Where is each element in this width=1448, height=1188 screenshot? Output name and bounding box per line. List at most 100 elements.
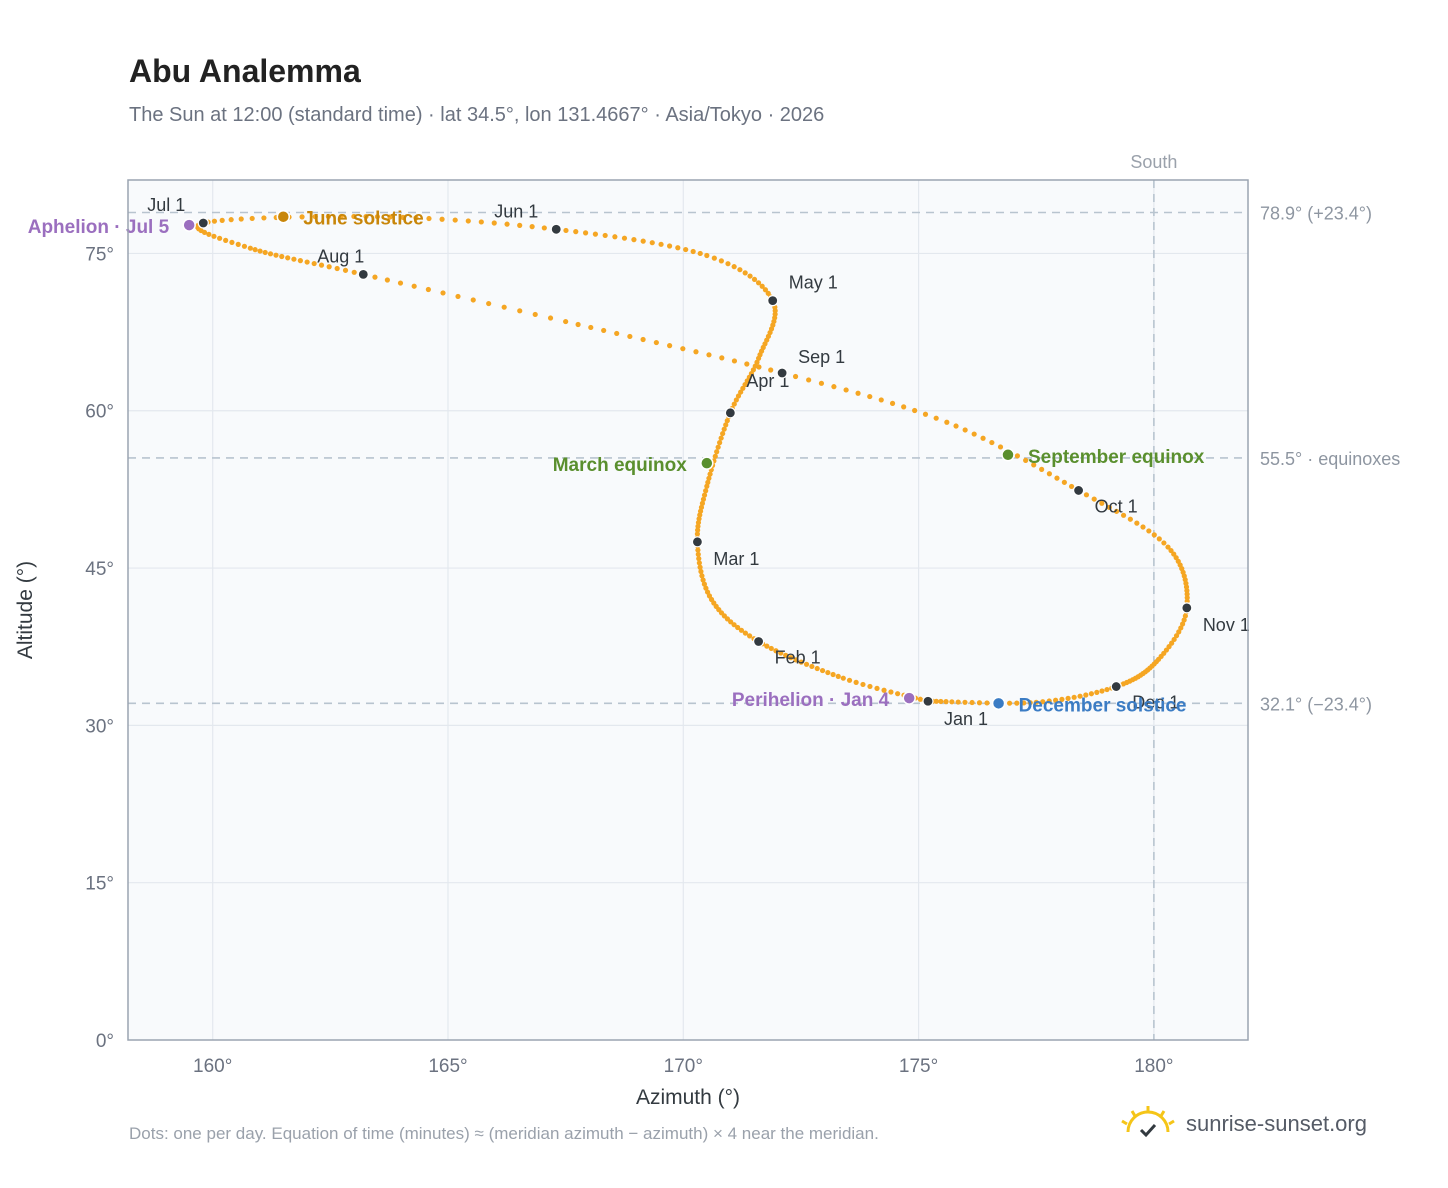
daily-sun-dot [1014,453,1021,459]
daily-sun-dot [721,426,727,432]
daily-sun-dot [1151,532,1157,538]
daily-sun-dot [279,253,285,260]
daily-sun-dot [756,364,762,370]
daily-sun-dot [541,225,547,231]
daily-sun-dot [1006,700,1013,706]
daily-sun-dot [843,387,849,393]
daily-sun-dot [792,373,799,380]
daily-sun-dot [718,435,724,441]
daily-sun-dot [901,404,907,410]
daily-sun-dot [723,422,729,428]
daily-sun-dot [478,219,484,225]
daily-sun-dot [1181,617,1187,623]
daily-sun-dot [694,531,700,537]
x-tick-label: 170° [664,1056,703,1077]
daily-sun-dot [706,352,712,358]
daily-sun-dot [719,355,725,361]
daily-sun-dot [363,213,369,220]
daily-sun-dot [695,551,701,557]
daily-sun-dot [867,683,873,690]
daily-sun-dot [955,699,961,705]
daily-sun-dot [695,547,701,553]
daily-sun-dot [425,286,431,293]
daily-sun-dot [351,213,357,220]
daily-sun-dot [938,698,944,705]
daily-sun-dot [614,330,620,337]
daily-sun-dot [342,267,349,273]
footnote: Dots: one per day. Equation of time (min… [129,1124,879,1143]
y-tick-label: 45° [85,559,114,580]
daily-sun-dot [235,241,241,247]
daily-sun-dot [1053,697,1059,703]
daily-sun-dot [683,246,689,253]
daily-sun-dot [831,384,837,390]
daily-sun-dot [695,527,701,533]
x-axis-label: Azimuth (°) [636,1086,740,1109]
daily-sun-dot [338,213,344,220]
daily-sun-dot [724,418,730,424]
event-label: September equinox [1028,447,1205,468]
daily-sun-dot [814,665,820,672]
daily-sun-dot [976,700,983,706]
daily-sun-dot [714,449,720,455]
event-label: March equinox [553,455,688,476]
daily-sun-dot [529,224,535,230]
month-marker [724,407,736,419]
daily-sun-dot [1083,692,1089,698]
daily-sun-dot [627,333,633,340]
daily-sun-dot [667,243,673,249]
daily-sun-dot [1033,699,1039,705]
daily-sun-dot [953,423,959,429]
daily-sun-dot [267,251,274,257]
month-label: Jul 1 [147,195,185,215]
daily-sun-dot [1099,688,1105,694]
daily-sun-dot [547,315,554,321]
month-marker [752,635,765,648]
daily-sun-dot [1068,483,1075,490]
daily-sun-dot [592,231,599,237]
y-tick-label: 30° [85,716,114,737]
daily-sun-dot [835,673,841,679]
daily-sun-dot [413,215,419,221]
brand-logo[interactable]: sunrise-sunset.org [1120,1104,1367,1144]
y-tick-label: 75° [85,244,114,265]
daily-sun-dot [201,229,208,236]
daily-sun-dot [470,297,476,303]
daily-sun-dot [249,215,255,222]
daily-sun-dot [742,630,749,636]
daily-sun-dot [744,361,750,367]
daily-sun-dot [563,227,569,234]
daily-sun-dot [912,407,918,414]
daily-sun-dot [783,652,789,658]
daily-sun-dot [697,250,703,257]
daily-sun-dot [387,214,393,220]
daily-sun-dot [602,232,608,239]
month-marker [1072,484,1085,497]
daily-sun-dot [1104,686,1110,693]
daily-sun-dot [759,283,765,289]
daily-sun-dot [517,222,523,228]
daily-sun-dot [944,419,950,425]
x-tick-label: 165° [428,1056,467,1077]
daily-sun-dot [326,264,332,270]
daily-sun-dot [704,252,710,259]
daily-sun-dot [1168,547,1174,554]
daily-sun-dot [742,270,748,276]
daily-sun-dot [304,259,310,265]
plot-frame [127,179,1249,1041]
daily-sun-dot [888,689,894,695]
daily-sun-dot [228,217,234,223]
month-label: Mar 1 [713,549,759,569]
daily-sun-dot [922,411,929,417]
daily-sun-dot [299,214,305,220]
daily-sun-dot [262,249,268,256]
daily-sun-dot [933,415,939,421]
daily-sun-dot [426,215,432,222]
daily-sun-dot [1120,512,1127,518]
chart-title: Abu Analemma [129,53,361,89]
daily-sun-dot [640,336,646,343]
month-label: Dec 1 [1132,693,1179,713]
daily-sun-dot [703,488,709,494]
